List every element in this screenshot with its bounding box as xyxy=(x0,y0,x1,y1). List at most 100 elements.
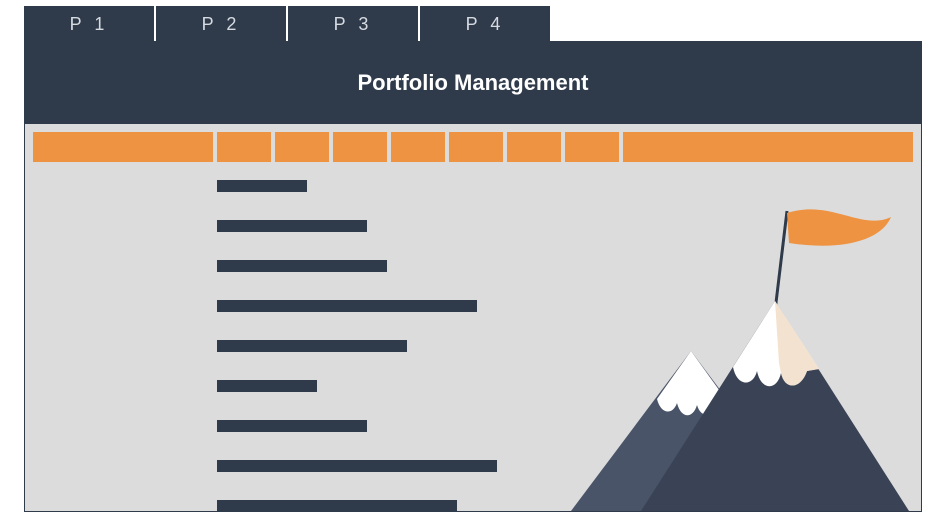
table-cell xyxy=(217,448,271,484)
table-cell xyxy=(565,368,619,404)
table-row xyxy=(33,488,913,512)
table-cell xyxy=(217,288,271,324)
table-cell xyxy=(449,168,503,204)
table-cell xyxy=(217,248,271,284)
table-cell xyxy=(449,208,503,244)
tabs-row: P 1 P 2 P 3 P 4 xyxy=(24,6,550,42)
table-cell xyxy=(33,328,213,364)
table-header-cell xyxy=(333,132,387,162)
table-cell xyxy=(565,488,619,512)
table-cell xyxy=(333,408,387,444)
table-cell xyxy=(391,208,445,244)
table-cell xyxy=(333,288,387,324)
table-header-cell xyxy=(507,132,561,162)
table-cell xyxy=(565,208,619,244)
header-band: Portfolio Management xyxy=(24,41,922,125)
table-cell xyxy=(333,208,387,244)
table-cell xyxy=(333,488,387,512)
table-cell xyxy=(275,368,329,404)
table-cell xyxy=(507,488,561,512)
table-cell xyxy=(391,328,445,364)
body-area xyxy=(24,124,922,512)
table-cell xyxy=(565,448,619,484)
table-header-cell xyxy=(391,132,445,162)
table-cell xyxy=(449,248,503,284)
table-cell xyxy=(275,328,329,364)
table-header-cell xyxy=(623,132,913,162)
table-cell xyxy=(217,328,271,364)
table-row xyxy=(33,168,913,204)
table-cell xyxy=(449,368,503,404)
table-cell xyxy=(565,288,619,324)
table-cell xyxy=(275,488,329,512)
table-cell xyxy=(33,208,213,244)
table-cell xyxy=(33,488,213,512)
table-cell xyxy=(333,248,387,284)
table-cell xyxy=(217,208,271,244)
table-cell xyxy=(449,328,503,364)
table-cell xyxy=(33,448,213,484)
table-cell xyxy=(217,488,271,512)
table-cell xyxy=(507,368,561,404)
table-cell xyxy=(275,248,329,284)
table-cell xyxy=(507,248,561,284)
table-cell xyxy=(33,408,213,444)
table-cell xyxy=(33,248,213,284)
tab-p3[interactable]: P 3 xyxy=(288,6,418,42)
tab-label: P 3 xyxy=(334,14,373,35)
table-cell xyxy=(275,408,329,444)
table-cell xyxy=(449,448,503,484)
table-cell xyxy=(507,288,561,324)
table-cell xyxy=(275,208,329,244)
table-row xyxy=(33,248,913,284)
table-cell xyxy=(391,168,445,204)
table-cell xyxy=(275,448,329,484)
table-row xyxy=(33,208,913,244)
table-cell xyxy=(217,408,271,444)
table-cell xyxy=(507,328,561,364)
table-row xyxy=(33,448,913,484)
table-header-cell xyxy=(565,132,619,162)
table-row xyxy=(33,408,913,444)
tab-p2[interactable]: P 2 xyxy=(156,6,286,42)
table-cell xyxy=(333,368,387,404)
table-header xyxy=(33,132,913,162)
table-cell xyxy=(391,408,445,444)
tab-p1[interactable]: P 1 xyxy=(24,6,154,42)
table-cell xyxy=(33,168,213,204)
table-cell xyxy=(507,168,561,204)
table-cell xyxy=(449,288,503,324)
table-cell xyxy=(333,448,387,484)
table-header-cell xyxy=(275,132,329,162)
table-header-cell xyxy=(33,132,213,162)
table-cell xyxy=(391,448,445,484)
table-cell xyxy=(565,328,619,364)
table-cell xyxy=(333,168,387,204)
table-row xyxy=(33,288,913,324)
table-row xyxy=(33,368,913,404)
table-cell xyxy=(391,248,445,284)
tab-label: P 2 xyxy=(202,14,241,35)
table-cell xyxy=(565,168,619,204)
table-cell xyxy=(565,248,619,284)
table-cell xyxy=(33,288,213,324)
table-cell xyxy=(449,488,503,512)
table-cell xyxy=(33,368,213,404)
stage: P 1 P 2 P 3 P 4 Portfolio Management xyxy=(0,0,945,532)
table-cell xyxy=(217,168,271,204)
table-cell xyxy=(217,368,271,404)
table-header-cell xyxy=(449,132,503,162)
table-cell xyxy=(391,288,445,324)
table-row xyxy=(33,328,913,364)
table-cell xyxy=(565,408,619,444)
table-cell xyxy=(507,408,561,444)
table-cell xyxy=(275,288,329,324)
table-cell xyxy=(391,368,445,404)
table-cell xyxy=(275,168,329,204)
page-title: Portfolio Management xyxy=(357,70,588,96)
table-cell xyxy=(507,448,561,484)
tab-label: P 1 xyxy=(70,14,109,35)
table-header-cell xyxy=(217,132,271,162)
tab-p4[interactable]: P 4 xyxy=(420,6,550,42)
grid xyxy=(33,168,913,511)
